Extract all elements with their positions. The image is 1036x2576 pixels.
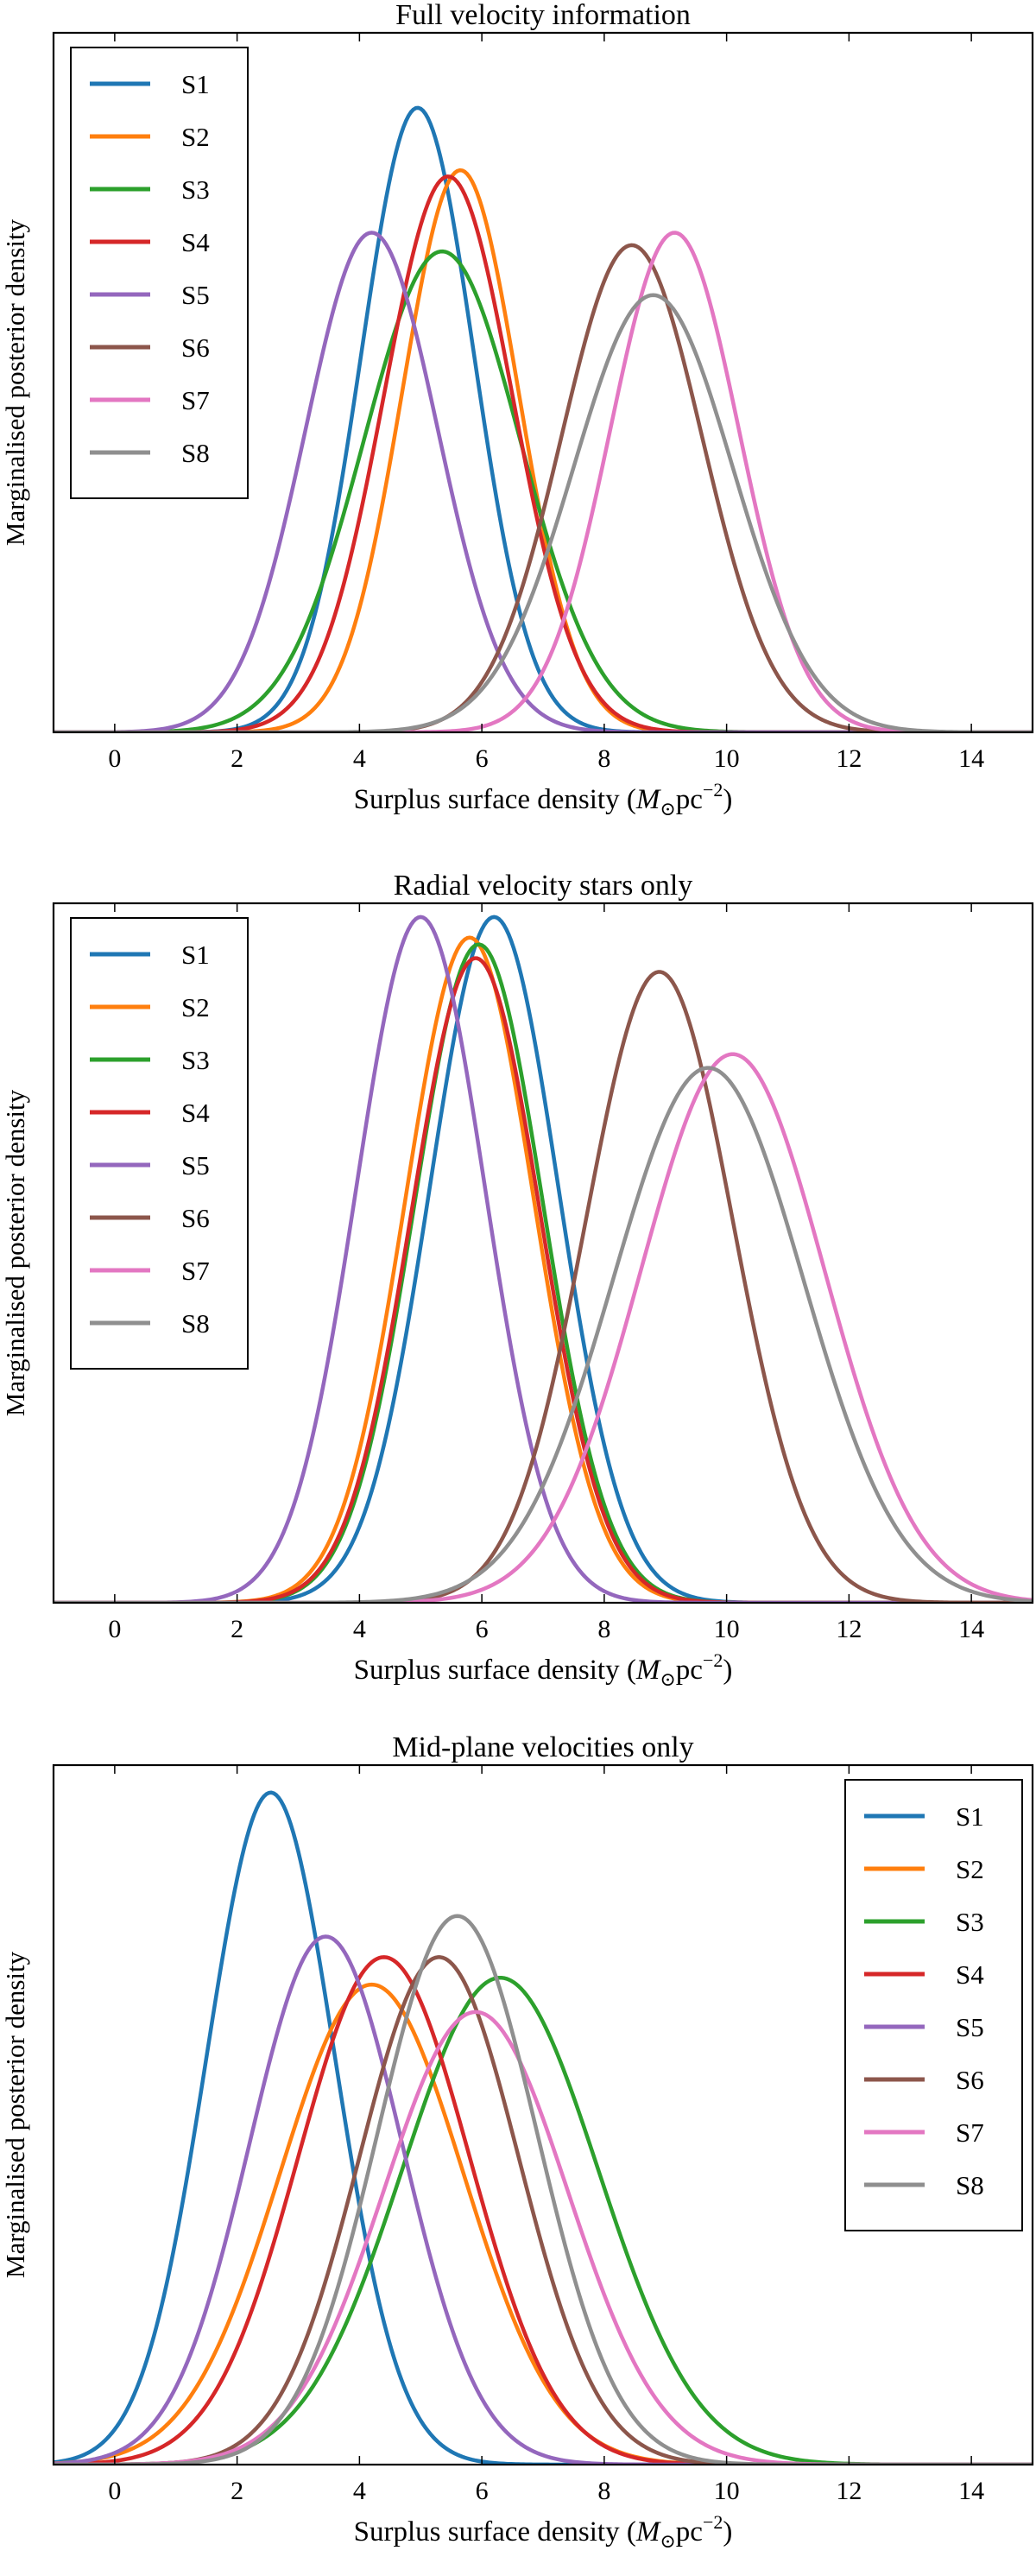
x-tick-label: 6 — [476, 744, 489, 773]
x-tick-label: 10 — [714, 2477, 740, 2505]
legend-label-s5: S5 — [181, 280, 210, 310]
x-tick-label: 2 — [231, 744, 243, 773]
legend-label-s1: S1 — [181, 940, 210, 970]
x-tick-label: 4 — [353, 2477, 366, 2505]
x-tick-label: 6 — [476, 1615, 489, 1643]
legend-label-s7: S7 — [956, 2117, 984, 2148]
chart-title: Radial velocity stars only — [394, 870, 693, 902]
chart-panel-3: Mid-plane velocities only 0 2 4 6 8 10 12 14 Surp… — [0, 1731, 1034, 2552]
x-tick-label: 0 — [108, 2477, 121, 2505]
series-line-s6 — [54, 243, 1033, 732]
x-tick-label: 10 — [714, 1615, 740, 1643]
legend-label-s2: S2 — [956, 1854, 984, 1884]
legend-label-s6: S6 — [956, 2065, 984, 2095]
legend-frame — [70, 47, 249, 499]
x-tick-label: 12 — [836, 1615, 862, 1643]
legend-label-s8: S8 — [181, 1308, 210, 1339]
legend: S1 S2 S3 S4 S5 S6 S7 S8 — [70, 47, 249, 499]
chart-title: Mid-plane velocities only — [392, 1731, 693, 1763]
legend-label-s1: S1 — [956, 1801, 984, 1832]
x-tick-label: 0 — [108, 1615, 121, 1643]
series-line-s5 — [54, 915, 1033, 1603]
series-line-s7 — [54, 1052, 1033, 1603]
axes-frame — [52, 902, 1034, 1604]
series-line-s5 — [54, 231, 1033, 732]
x-tick-label: 14 — [958, 744, 984, 773]
x-tick-label: 4 — [353, 744, 366, 773]
legend-label-s3: S3 — [956, 1907, 984, 1937]
series-line-s7 — [54, 231, 1033, 732]
legend-label-s1: S1 — [181, 69, 210, 99]
x-tick-label: 8 — [597, 744, 610, 773]
x-tick-label: 6 — [476, 2477, 489, 2505]
chart-title: Full velocity information — [395, 0, 691, 31]
x-tick-label: 12 — [836, 2477, 862, 2505]
y-axis-label: Marginalised posterior density — [0, 1089, 30, 1416]
series-line-s8 — [54, 1066, 1033, 1603]
legend-label-s6: S6 — [181, 1203, 210, 1233]
legend-label-s5: S5 — [956, 2012, 984, 2042]
legend-label-s8: S8 — [181, 438, 210, 468]
legend-label-s2: S2 — [181, 122, 210, 152]
legend-label-s4: S4 — [181, 1098, 210, 1128]
axes-frame — [52, 31, 1034, 734]
y-axis-label: Marginalised posterior density — [0, 1951, 30, 2278]
y-axis-label: Marginalised posterior density — [0, 218, 30, 546]
x-tick-label: 10 — [714, 744, 740, 773]
series-line-s2 — [54, 1982, 1033, 2465]
x-axis-label: Surplus surface density (M⊙pc−2) — [354, 1649, 733, 1690]
x-tick-label: 4 — [353, 1615, 366, 1643]
x-tick-label: 14 — [958, 2477, 984, 2505]
series-line-s8 — [54, 1914, 1033, 2465]
legend-label-s6: S6 — [181, 332, 210, 363]
chart-panel-2: Radial velocity stars only 0 2 4 6 8 10 12 14 Sur… — [0, 870, 1034, 1690]
legend-label-s2: S2 — [181, 992, 210, 1022]
series-line-s5 — [54, 1934, 1033, 2465]
series-line-s6 — [54, 970, 1033, 1603]
legend-frame — [844, 1779, 1023, 2231]
legend-label-s3: S3 — [181, 174, 210, 205]
x-tick-label: 12 — [836, 744, 862, 773]
x-tick-label: 2 — [231, 2477, 243, 2505]
legend-label-s4: S4 — [956, 1959, 984, 1990]
x-tick-label: 8 — [597, 2477, 610, 2505]
legend: S1 S2 S3 S4 S5 S6 S7 S8 — [70, 917, 249, 1370]
chart-panel-1: Full velocity information 0 2 4 6 8 10 12 14 Surp… — [0, 0, 1034, 820]
legend-label-s5: S5 — [181, 1150, 210, 1180]
x-tick-label: 14 — [958, 1615, 984, 1643]
legend-label-s7: S7 — [181, 385, 210, 415]
axes-frame — [52, 1763, 1034, 2466]
series-line-s8 — [54, 293, 1033, 732]
series-line-s4 — [54, 1955, 1033, 2465]
legend: S1 S2 S3 S4 S5 S6 S7 S8 — [844, 1779, 1023, 2231]
x-tick-label: 0 — [108, 744, 121, 773]
legend-label-s8: S8 — [956, 2170, 984, 2200]
legend-frame — [70, 917, 249, 1370]
legend-label-s3: S3 — [181, 1045, 210, 1075]
x-axis-label: Surplus surface density (M⊙pc−2) — [354, 2511, 733, 2552]
x-axis-label: Surplus surface density (M⊙pc−2) — [354, 779, 733, 820]
legend-label-s7: S7 — [181, 1256, 210, 1286]
legend-label-s4: S4 — [181, 227, 210, 257]
series-line-s3 — [54, 249, 1033, 732]
x-tick-label: 2 — [231, 1615, 243, 1643]
x-tick-label: 8 — [597, 1615, 610, 1643]
